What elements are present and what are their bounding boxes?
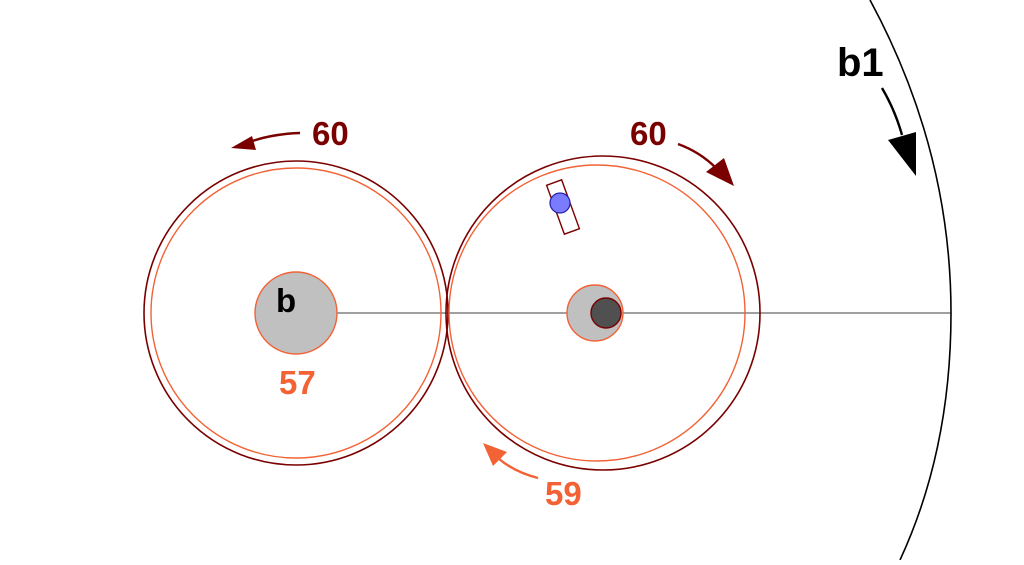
left-gear-arrowhead bbox=[231, 136, 256, 150]
right-gear-60 bbox=[445, 155, 761, 471]
outer-arc-rotation-arrow bbox=[880, 87, 904, 136]
label-hub-b: b bbox=[276, 282, 296, 319]
left-hub bbox=[254, 271, 338, 355]
label-right-gear-60: 60 bbox=[630, 115, 667, 152]
inner-gear-59-arrowhead bbox=[483, 443, 507, 466]
right-gear-59 bbox=[448, 164, 746, 462]
left-gear-60 bbox=[143, 160, 449, 466]
label-inner-gear-59: 59 bbox=[545, 475, 582, 512]
left-gear-57 bbox=[150, 167, 442, 459]
outer-arc-arrowhead bbox=[888, 132, 916, 176]
label-inner-gear-57: 57 bbox=[279, 364, 316, 401]
blue-pin bbox=[549, 192, 571, 214]
label-b1: b1 bbox=[837, 41, 884, 85]
right-gear-rotation-arrow bbox=[677, 142, 717, 169]
outer-arc-b1 bbox=[869, 0, 952, 561]
right-gear-arrowhead bbox=[706, 158, 734, 186]
label-left-gear-60: 60 bbox=[312, 115, 349, 152]
inner-gear-59-rotation-arrow bbox=[497, 457, 539, 480]
eccentric-pin bbox=[590, 297, 622, 329]
left-gear-rotation-arrow bbox=[246, 131, 301, 145]
